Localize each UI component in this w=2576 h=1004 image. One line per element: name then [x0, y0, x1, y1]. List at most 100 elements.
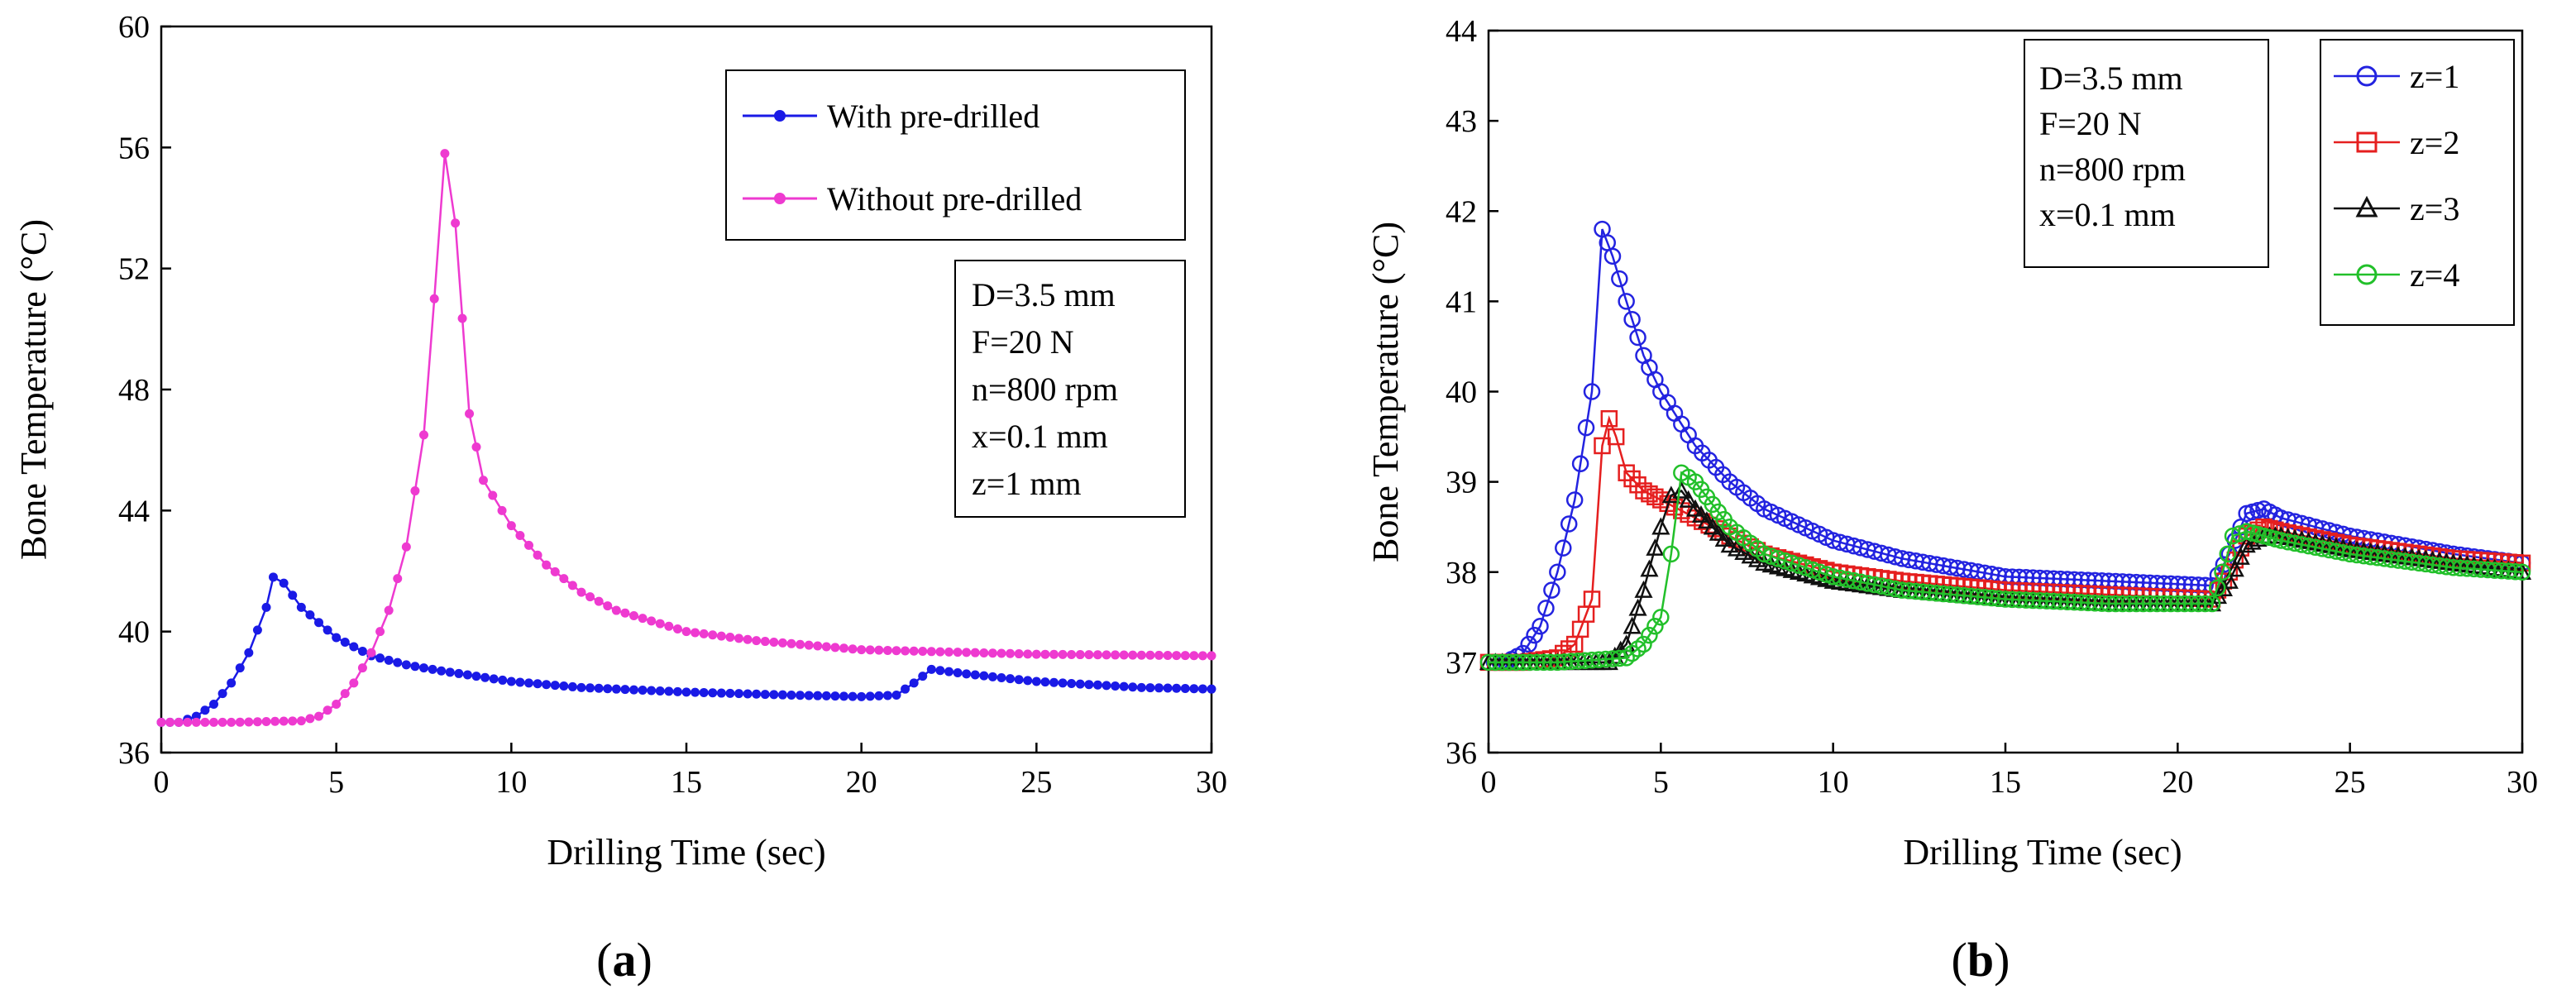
data-point [655, 619, 665, 629]
x-tick-label: 20 [846, 765, 877, 800]
parameter-box-frame [2024, 39, 2269, 268]
data-point [2507, 562, 2524, 581]
data-point [2203, 595, 2221, 613]
data-point [488, 490, 498, 500]
x-tick-label: 10 [495, 765, 527, 800]
data-point [410, 486, 420, 496]
data-point [769, 637, 779, 647]
data-point [2017, 591, 2035, 609]
data-point [2052, 593, 2069, 610]
data-point [1685, 499, 1705, 517]
data-point [891, 690, 901, 700]
data-point [2231, 525, 2249, 543]
data-point [760, 690, 770, 700]
y-tick-label: 44 [118, 494, 150, 528]
data-point [2445, 559, 2462, 576]
data-point [874, 645, 884, 655]
data-point [1600, 409, 1618, 428]
data-point [1031, 649, 1041, 659]
data-point [235, 663, 245, 673]
data-point [419, 663, 428, 673]
data-point [848, 691, 858, 701]
data-point [2225, 559, 2244, 577]
data-point [2209, 579, 2226, 597]
data-point [2038, 592, 2056, 610]
data-point [926, 647, 936, 657]
data-point [935, 666, 945, 676]
data-point [200, 705, 210, 715]
data-point [1092, 650, 1102, 660]
data-point [559, 574, 569, 584]
data-point [603, 601, 613, 611]
data-point [1067, 678, 1077, 688]
data-point [440, 149, 450, 159]
legend-marker-without-predrilled [774, 193, 786, 204]
data-point [1541, 653, 1560, 672]
data-point [1207, 684, 1216, 694]
data-point [970, 648, 980, 657]
data-point [174, 717, 184, 727]
x-tick-label: 25 [2335, 765, 2366, 800]
data-point [681, 627, 691, 637]
data-point [1634, 580, 1653, 598]
data-point [227, 678, 237, 688]
data-point [375, 653, 385, 663]
x-tick-label: 15 [1990, 765, 2021, 800]
data-point [462, 670, 472, 680]
data-point [1111, 650, 1121, 660]
data-point [882, 645, 892, 655]
data-point [357, 663, 367, 673]
parameter-box: D=3.5 mm F=20 N n=800 rpm x=0.1 mm z=1 m… [954, 260, 1186, 518]
data-point [796, 639, 805, 649]
data-point [865, 691, 875, 701]
data-point [542, 560, 552, 570]
x-tick-label: 30 [1196, 765, 1227, 800]
data-point [1128, 682, 1138, 692]
data-point [1136, 650, 1146, 660]
data-point [437, 666, 447, 676]
data-point [2451, 559, 2469, 577]
legend-marker-z2 [2356, 131, 2378, 153]
data-point [821, 642, 831, 652]
param-z: z=1 mm [972, 465, 1082, 502]
data-point [332, 699, 342, 709]
data-point [1576, 652, 1594, 669]
data-point [524, 540, 533, 550]
data-point [1145, 683, 1155, 693]
data-point [323, 705, 332, 715]
data-point [1727, 538, 1747, 557]
data-point [401, 542, 411, 552]
y-axis-ticks: 36 40 44 48 52 56 60 [118, 10, 171, 771]
data-point [2086, 594, 2104, 612]
data-point [156, 717, 166, 727]
legend-marker-z4 [2356, 264, 2378, 285]
y-tick-label: 42 [1446, 194, 1477, 229]
data-point [699, 629, 709, 638]
data-point [1618, 293, 1635, 310]
data-point [918, 647, 928, 657]
data-point [489, 674, 499, 684]
legend-label-z1: z=1 [2410, 58, 2459, 95]
data-point [1583, 651, 1601, 669]
data-point [533, 679, 542, 689]
data-point [332, 633, 342, 643]
legend-label-z2: z=2 [2410, 124, 2459, 161]
x-tick-label: 5 [328, 765, 344, 800]
data-point [865, 645, 875, 655]
data-point [882, 691, 892, 700]
panel-label-a: (a) [596, 933, 652, 987]
data-point [1691, 504, 1711, 523]
data-point [629, 685, 638, 695]
data-point [1747, 549, 1767, 567]
data-point [796, 691, 805, 700]
param-diameter: D=3.5 mm [2039, 60, 2183, 97]
data-point [428, 664, 437, 674]
data-point [2196, 595, 2214, 613]
data-point [419, 430, 428, 440]
data-point [1494, 653, 1511, 672]
data-point [349, 642, 359, 652]
legend-box [2320, 39, 2515, 326]
panel-label-close: ) [1994, 933, 2010, 987]
data-point [445, 667, 455, 677]
data-point [244, 717, 254, 727]
